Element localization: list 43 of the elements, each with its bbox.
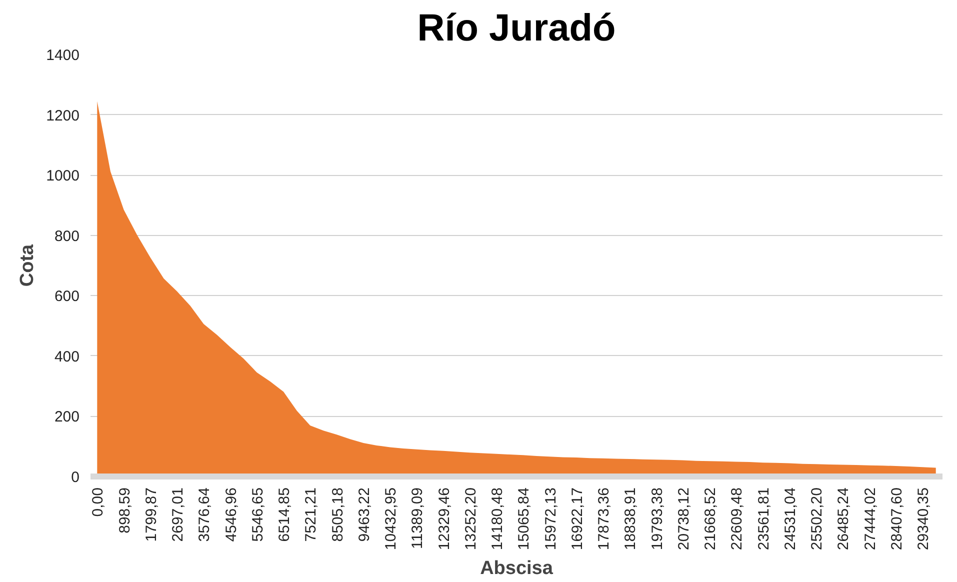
y-tick-label: 0: [71, 469, 80, 486]
x-tick-label: 28407,60: [888, 487, 906, 550]
x-tick-label: 0,00: [90, 487, 107, 517]
chart-title: Río Juradó: [417, 8, 616, 50]
y-tick-label: 400: [54, 348, 80, 366]
x-tick-label: 1799,87: [142, 487, 160, 542]
x-tick-label: 7521,21: [302, 487, 320, 542]
x-tick-label: 29340,35: [915, 487, 932, 550]
x-tick-label: 22609,48: [728, 487, 746, 550]
x-tick-label: 11389,09: [409, 487, 426, 549]
y-tick-label: 1400: [46, 47, 80, 64]
x-tick-label: 21668,52: [702, 487, 720, 550]
x-tick-label: 15065,84: [516, 487, 533, 550]
x-tick-label: 15972,13: [542, 487, 560, 550]
x-tick-label: 25502,20: [808, 487, 826, 550]
x-tick-label: 10432,95: [382, 487, 400, 550]
x-tick-label: 18838,91: [622, 487, 640, 550]
x-tick-label: 898,59: [116, 487, 134, 534]
x-tick-label: 12329,46: [436, 487, 453, 550]
x-tick-label: 27444,02: [862, 487, 879, 550]
y-tick-label: 1000: [46, 168, 80, 185]
x-axis-title: Abscisa: [480, 558, 554, 580]
x-tick-label: 4546,96: [222, 487, 240, 542]
y-tick-label: 1200: [46, 107, 80, 124]
y-tick-label: 600: [54, 288, 80, 306]
x-tick-label: 26485,24: [835, 487, 852, 550]
x-tick-label: 6514,85: [276, 487, 294, 542]
x-tick-label: 24531,04: [782, 487, 799, 550]
x-tick-label: 9463,22: [356, 487, 373, 542]
x-tick-label: 19793,38: [648, 487, 666, 550]
x-tick-label: 14180,48: [489, 487, 506, 550]
x-tick-label: 13252,20: [462, 487, 480, 550]
y-tick-label: 800: [54, 228, 80, 245]
x-tick-label: 3576,64: [196, 487, 214, 542]
x-tick-label: 8505,18: [329, 487, 346, 542]
x-tick-label: 16922,17: [568, 487, 586, 550]
x-tick-label: 20738,12: [675, 487, 692, 550]
y-axis-title: Cota: [17, 244, 38, 287]
x-tick-label: 17873,36: [596, 487, 613, 550]
x-tick-label: 2697,01: [170, 487, 187, 542]
x-tick-label: 5546,65: [249, 487, 266, 542]
y-tick-label: 200: [54, 408, 80, 426]
x-tick-label: 23561,81: [755, 487, 772, 550]
